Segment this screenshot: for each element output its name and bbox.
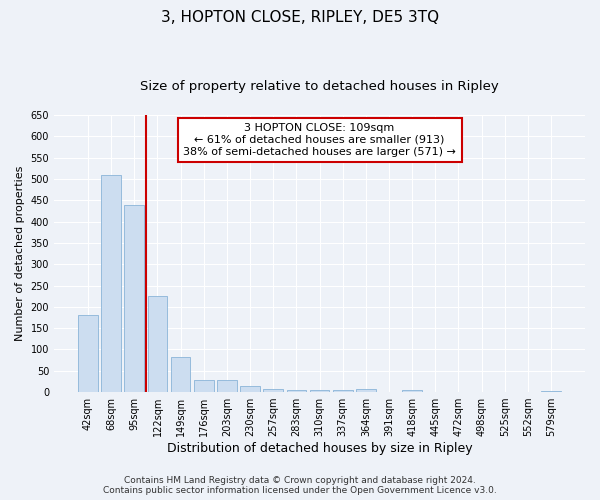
Bar bbox=[171, 356, 190, 392]
Text: Contains HM Land Registry data © Crown copyright and database right 2024.
Contai: Contains HM Land Registry data © Crown c… bbox=[103, 476, 497, 495]
Bar bbox=[402, 390, 422, 392]
Bar bbox=[310, 390, 329, 392]
Text: 3, HOPTON CLOSE, RIPLEY, DE5 3TQ: 3, HOPTON CLOSE, RIPLEY, DE5 3TQ bbox=[161, 10, 439, 25]
X-axis label: Distribution of detached houses by size in Ripley: Distribution of detached houses by size … bbox=[167, 442, 472, 455]
Bar bbox=[101, 174, 121, 392]
Bar bbox=[194, 380, 214, 392]
Bar bbox=[148, 296, 167, 392]
Bar bbox=[78, 314, 98, 392]
Bar bbox=[217, 380, 237, 392]
Bar bbox=[240, 386, 260, 392]
Bar bbox=[333, 390, 353, 392]
Title: Size of property relative to detached houses in Ripley: Size of property relative to detached ho… bbox=[140, 80, 499, 93]
Bar bbox=[124, 204, 144, 392]
Y-axis label: Number of detached properties: Number of detached properties bbox=[15, 166, 25, 341]
Text: 3 HOPTON CLOSE: 109sqm
← 61% of detached houses are smaller (913)
38% of semi-de: 3 HOPTON CLOSE: 109sqm ← 61% of detached… bbox=[183, 124, 456, 156]
Bar bbox=[263, 389, 283, 392]
Bar bbox=[287, 390, 306, 392]
Bar bbox=[356, 389, 376, 392]
Bar bbox=[541, 391, 561, 392]
